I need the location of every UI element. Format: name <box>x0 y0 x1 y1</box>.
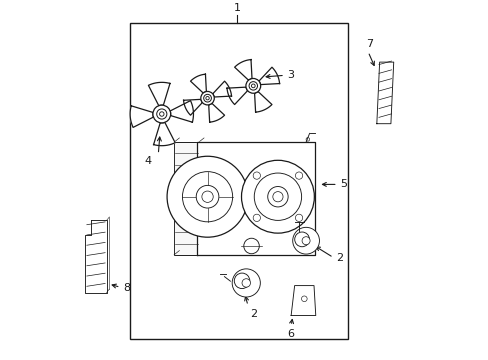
Circle shape <box>232 269 260 297</box>
Polygon shape <box>197 142 314 255</box>
Polygon shape <box>254 91 271 112</box>
Circle shape <box>272 192 283 202</box>
Circle shape <box>153 105 170 123</box>
Circle shape <box>251 84 255 88</box>
Circle shape <box>203 94 211 102</box>
Bar <box>130 23 347 339</box>
Circle shape <box>201 91 214 105</box>
Circle shape <box>292 227 319 254</box>
Circle shape <box>253 214 260 221</box>
Circle shape <box>295 214 302 221</box>
Text: 8: 8 <box>123 283 130 293</box>
Bar <box>174 142 198 255</box>
Polygon shape <box>376 62 393 124</box>
Circle shape <box>202 191 213 202</box>
Polygon shape <box>130 106 153 127</box>
Text: 7: 7 <box>366 39 372 49</box>
Circle shape <box>234 273 249 289</box>
Circle shape <box>196 185 219 208</box>
Text: 4: 4 <box>144 156 151 166</box>
Circle shape <box>159 112 163 116</box>
Polygon shape <box>170 101 193 122</box>
Circle shape <box>182 172 232 222</box>
Polygon shape <box>183 99 202 115</box>
Circle shape <box>245 78 260 93</box>
Circle shape <box>244 238 259 254</box>
Text: 1: 1 <box>233 3 241 13</box>
Text: 5: 5 <box>340 179 346 189</box>
Circle shape <box>254 173 301 220</box>
Circle shape <box>295 172 302 179</box>
Polygon shape <box>153 122 175 146</box>
Circle shape <box>167 156 247 237</box>
Text: 2: 2 <box>249 309 256 319</box>
Text: 2: 2 <box>336 253 343 262</box>
Polygon shape <box>85 220 106 293</box>
Circle shape <box>302 237 309 245</box>
Circle shape <box>157 109 166 119</box>
Polygon shape <box>190 74 206 93</box>
Text: 6: 6 <box>287 329 294 339</box>
Circle shape <box>248 82 257 90</box>
Circle shape <box>241 160 314 233</box>
Polygon shape <box>208 103 224 122</box>
Polygon shape <box>234 59 251 80</box>
Circle shape <box>242 279 250 287</box>
Circle shape <box>267 186 287 207</box>
Polygon shape <box>212 81 231 97</box>
Circle shape <box>294 232 309 247</box>
Text: 3: 3 <box>286 70 293 80</box>
Polygon shape <box>226 87 247 104</box>
Polygon shape <box>290 285 315 315</box>
Polygon shape <box>259 67 279 85</box>
Polygon shape <box>148 82 170 106</box>
Circle shape <box>205 96 209 100</box>
Circle shape <box>253 172 260 179</box>
